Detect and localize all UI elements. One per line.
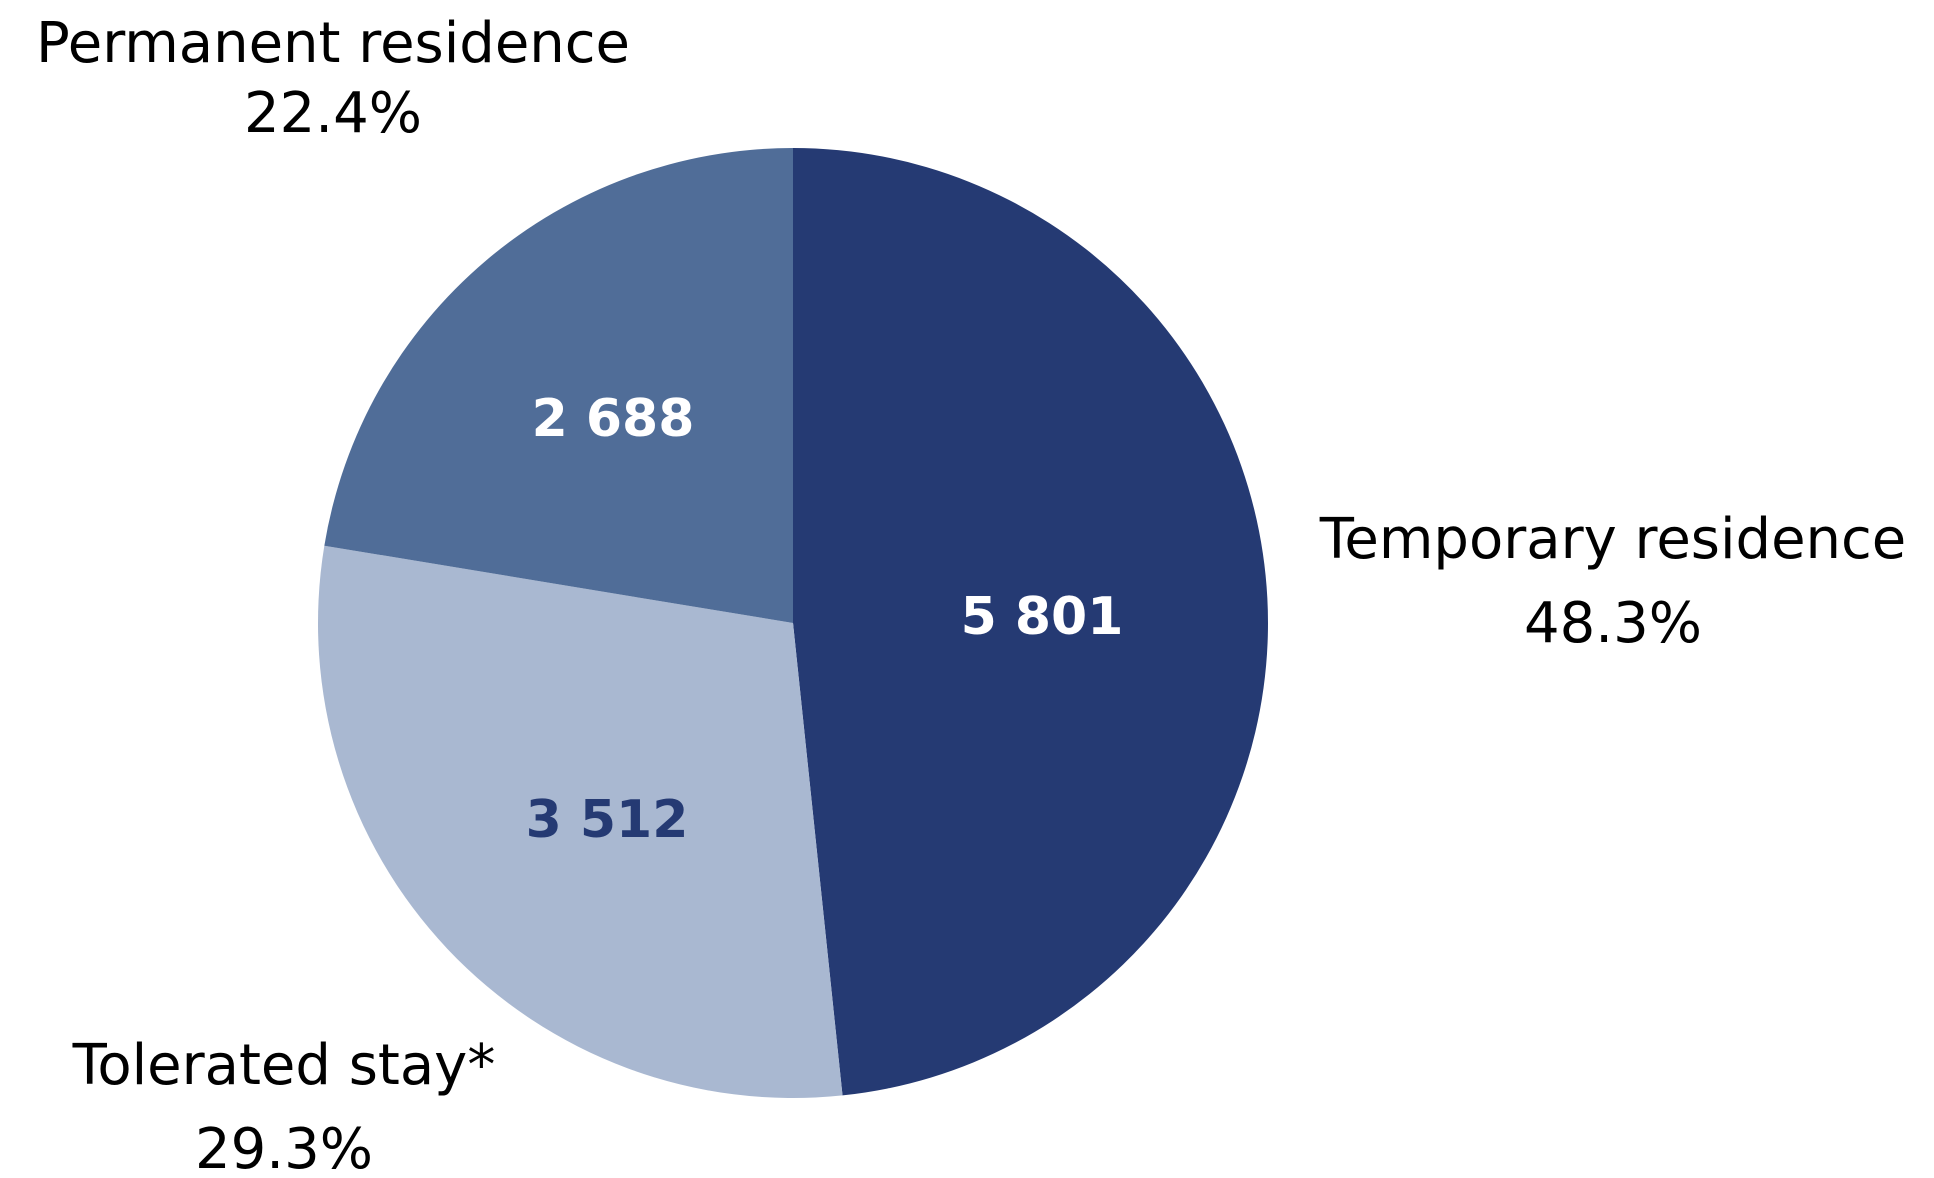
category-label: Temporary residence [1319,507,1907,572]
pie-slice [324,148,793,623]
value-label: 5 801 [961,587,1124,647]
percentage-label: 48.3% [1524,591,1702,656]
value-label: 3 512 [526,790,689,850]
pie-slice [318,545,843,1098]
value-label: 2 688 [532,389,695,449]
category-label: Permanent residence [36,11,630,76]
pie-slice [793,148,1268,1096]
percentage-label: 29.3% [195,1117,373,1178]
category-label: Tolerated stay* [72,1033,496,1098]
percentage-label: 22.4% [244,81,422,146]
